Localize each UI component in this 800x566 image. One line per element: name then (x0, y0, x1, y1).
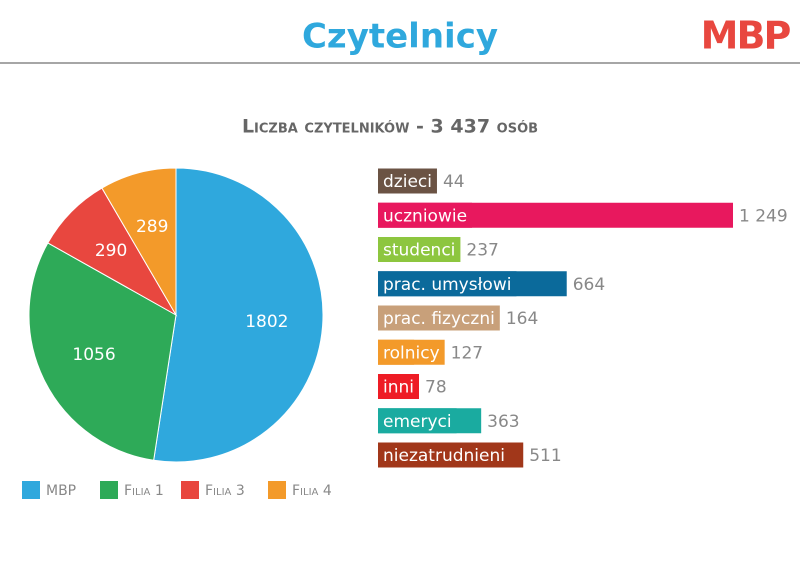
slice-label: 1056 (72, 345, 115, 365)
legend-swatch (268, 481, 286, 499)
bar-value-label: 1 249 (739, 206, 788, 226)
bar-value-label: 363 (487, 412, 519, 432)
bar (378, 408, 482, 434)
legend-swatch (22, 481, 40, 499)
pie-slice (28, 242, 177, 461)
bar-category-label: studenci (383, 241, 455, 261)
bar-value-label: 78 (425, 378, 447, 398)
bar (378, 374, 401, 399)
bar-category-label: dzieci (383, 172, 432, 192)
bar-value-label: 44 (443, 172, 465, 192)
bar-category-label: rolnicy (383, 343, 440, 363)
legend-swatch (100, 481, 118, 499)
legend-label: Filia 1 (124, 483, 164, 499)
legend-label: Filia 3 (205, 483, 245, 499)
bar-value-label: 127 (451, 343, 483, 363)
bar-category-label: uczniowie (383, 206, 467, 226)
pie-slice (101, 167, 177, 317)
bar-chart: dzieci 44 uczniowie 1 249 studenci 237 prac. u… (378, 168, 788, 468)
slice-label: 1802 (245, 312, 288, 332)
bar-value-label: 237 (466, 241, 498, 261)
bar-category-label: prac. umysłowi (383, 275, 511, 295)
slice-label: 290 (95, 241, 127, 261)
chart-subtitle: Liczba czytelników - 3 437 osób (242, 116, 538, 138)
pie-chart: 1802 1056 290 289 MBP Filia 1 Filia 3 Filia 4 (22, 167, 332, 499)
bar-value-label: 164 (506, 309, 538, 329)
logo: MBP (701, 14, 791, 58)
legend-label: Filia 4 (292, 483, 332, 499)
bar (378, 271, 567, 297)
bar-category-label: niezatrudnieni (383, 446, 505, 466)
legend-swatch (181, 481, 199, 499)
bar (378, 339, 415, 365)
bar-category-label: prac. fizyczni (383, 309, 495, 329)
pie-slice (153, 167, 324, 463)
bar (378, 237, 446, 262)
legend-label: MBP (46, 483, 76, 499)
bar (378, 442, 524, 468)
bar (378, 202, 733, 228)
bar (378, 305, 425, 331)
bar-category-label: inni (383, 378, 414, 398)
bar (378, 168, 391, 194)
bar-category-label: emeryci (383, 412, 452, 432)
slice-label: 289 (136, 217, 168, 237)
page-title: Czytelnicy (302, 17, 498, 57)
bar-value-label: 664 (573, 275, 605, 295)
bar-value-label: 511 (529, 446, 561, 466)
